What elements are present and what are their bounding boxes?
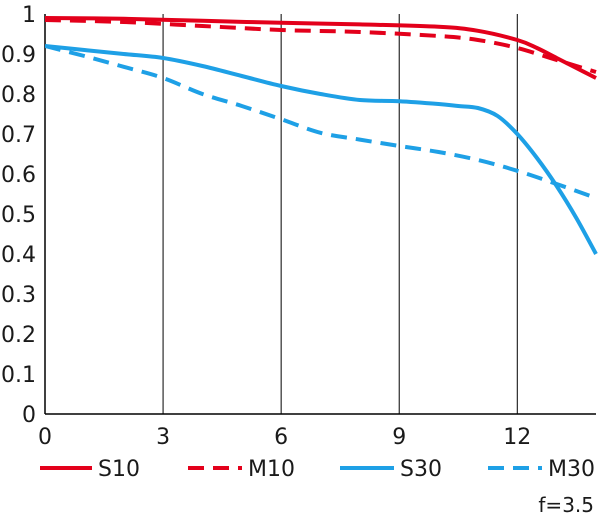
plot-series — [45, 16, 598, 255]
y-tick-label: 0 — [22, 403, 36, 428]
y-tick-label: 0.9 — [1, 43, 36, 68]
grid — [162, 14, 518, 414]
y-tick-label: 0.8 — [1, 83, 36, 108]
series-line-m30 — [45, 44, 597, 200]
legend-label-s30: S30 — [400, 457, 442, 482]
x-tick-label: 6 — [274, 425, 288, 450]
y-tick-label: 0.6 — [1, 163, 36, 188]
x-tick-label: 3 — [156, 425, 170, 450]
legend-label-m30: M30 — [548, 457, 595, 482]
y-tick-label: 1 — [22, 3, 36, 28]
x-tick-label: 12 — [503, 425, 531, 450]
series-line-m10 — [45, 18, 597, 74]
legend-label-m10: M10 — [248, 457, 295, 482]
y-tick-label: 0.3 — [1, 283, 36, 308]
tick-labels: 0 0.1 0.2 0.3 0.4 0.5 0.6 0.7 0.8 0.9 1 0 3 6 9 12 — [1, 3, 531, 450]
series-line-s30 — [45, 44, 598, 255]
axes — [44, 14, 596, 415]
legend: S10 M10 S30 M30 — [40, 457, 595, 482]
legend-label-s10: S10 — [98, 457, 140, 482]
y-tick-label: 0.4 — [1, 243, 36, 268]
y-tick-label: 0.1 — [1, 363, 36, 388]
x-tick-label: 0 — [38, 425, 52, 450]
aperture-note: f=3.5 — [538, 493, 594, 517]
y-tick-label: 0.7 — [1, 123, 36, 148]
x-tick-label: 9 — [392, 425, 406, 450]
y-tick-label: 0.5 — [1, 203, 36, 228]
y-tick-label: 0.2 — [1, 323, 36, 348]
